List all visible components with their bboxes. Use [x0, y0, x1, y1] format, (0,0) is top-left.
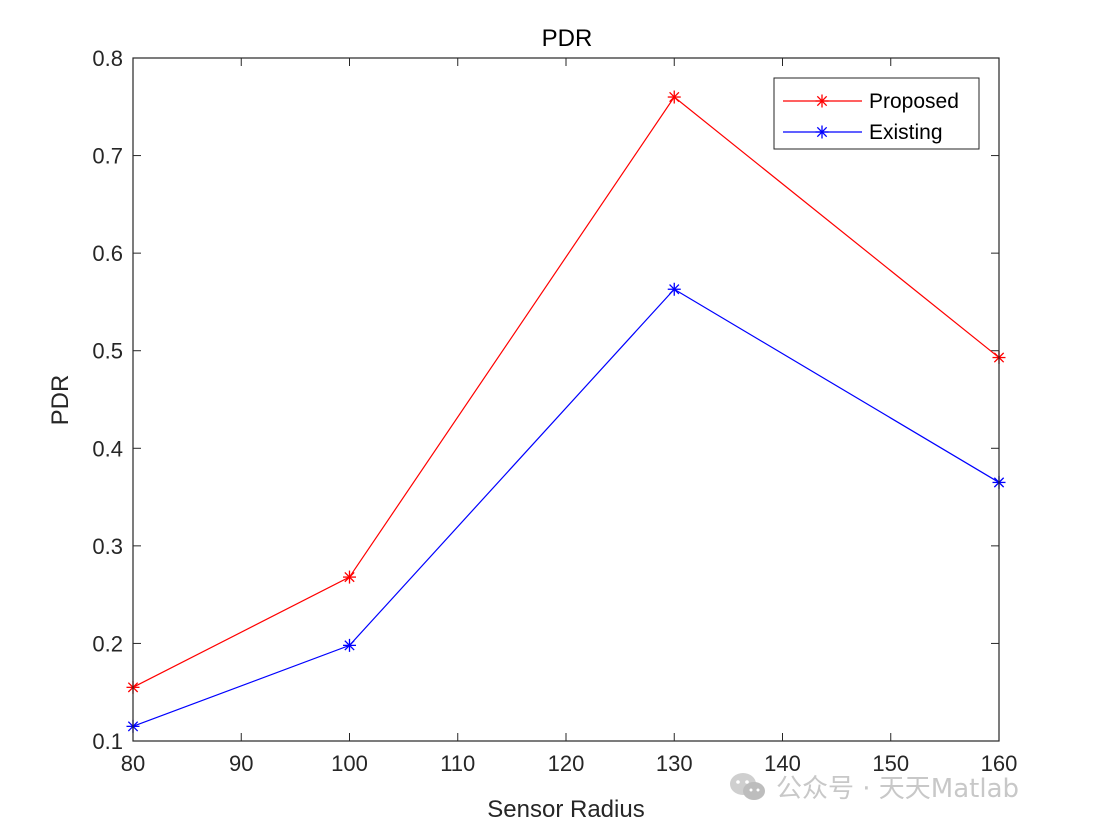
y-axis-title: PDR	[47, 375, 74, 426]
wechat-icon	[730, 772, 765, 800]
series-line-proposed	[132, 96, 1000, 688]
x-tick-label: 140	[764, 751, 801, 776]
y-axis-ticks: 0.1 0.2 0.3 0.4 0.5 0.6 0.7 0.8	[92, 46, 999, 754]
y-tick-label: 0.5	[92, 339, 123, 364]
legend-label: Proposed	[869, 90, 959, 113]
data-point-proposed	[343, 570, 356, 584]
x-tick-label: 150	[872, 751, 909, 776]
data-point-proposed	[667, 90, 681, 104]
y-tick-label: 0.7	[92, 144, 123, 169]
x-tick-label: 120	[548, 751, 585, 776]
watermark: 公众号 · 天天Matlab	[728, 768, 1019, 805]
y-tick-label: 0.4	[92, 436, 123, 461]
y-tick-label: 0.1	[92, 729, 123, 754]
legend-label: Existing	[869, 121, 943, 144]
x-tick-label: 130	[656, 751, 693, 776]
data-point-existing	[667, 282, 681, 296]
x-axis-title: Sensor Radius	[487, 796, 644, 823]
y-tick-label: 0.6	[92, 241, 123, 266]
legend-marker	[815, 125, 829, 139]
legend: Proposed Existing	[773, 77, 980, 150]
x-tick-label: 100	[331, 751, 368, 776]
plot-area	[133, 58, 999, 741]
y-tick-label: 0.8	[92, 46, 123, 71]
legend-box	[773, 77, 980, 150]
x-tick-label: 110	[440, 751, 475, 776]
x-tick-label: 80	[121, 751, 145, 776]
chart-title: PDR	[542, 25, 593, 52]
y-tick-label: 0.3	[92, 534, 123, 559]
series-line-existing	[132, 288, 1000, 727]
data-point-existing	[343, 638, 356, 652]
watermark-text: 公众号 · 天天Matlab	[776, 774, 1020, 804]
x-tick-label: 160	[981, 751, 1018, 776]
x-tick-label: 90	[229, 751, 253, 776]
y-tick-label: 0.2	[92, 631, 123, 656]
legend-marker	[815, 94, 829, 108]
plot-frame	[132, 57, 1000, 742]
x-axis-ticks: 80 90 100 110 120 130 140 150 160	[121, 58, 1018, 776]
